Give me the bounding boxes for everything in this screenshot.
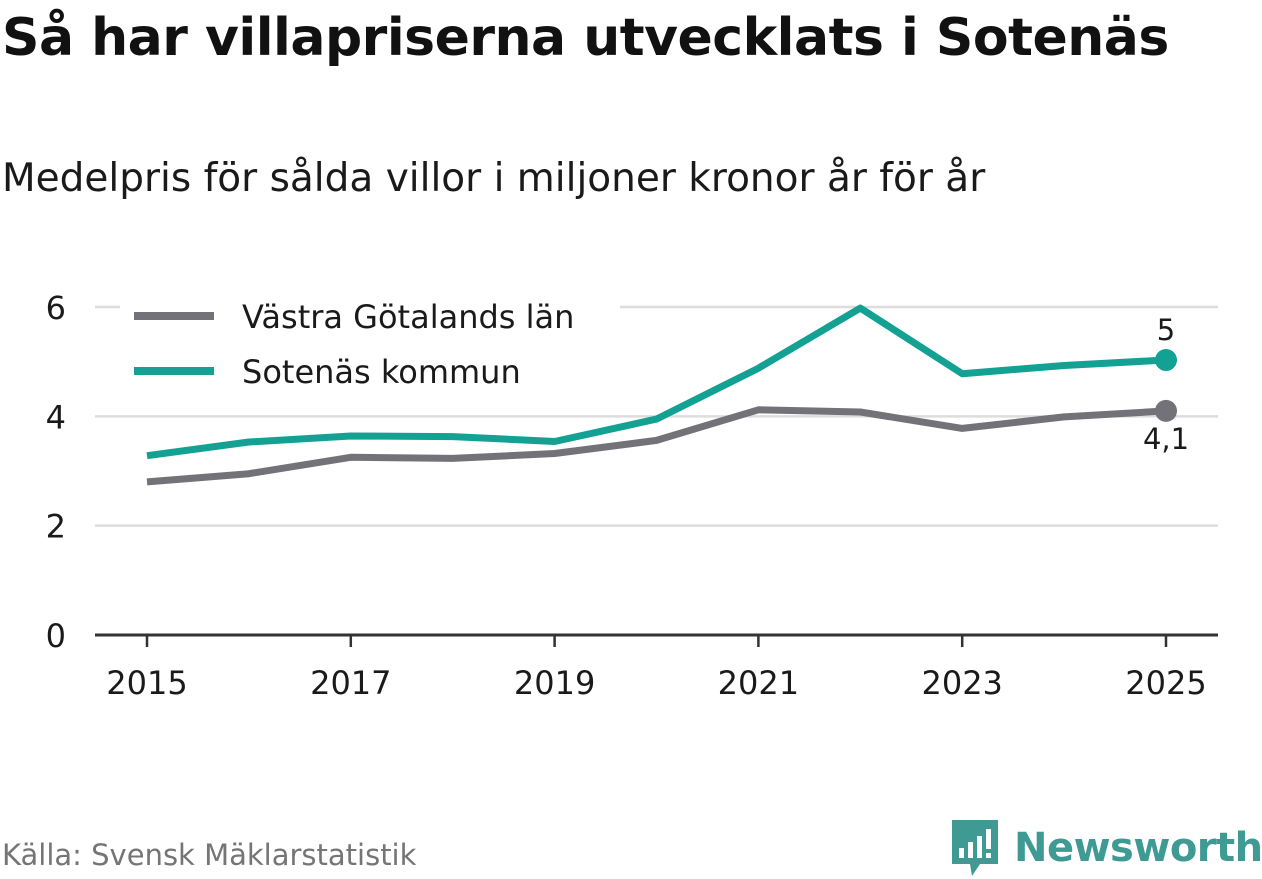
series-line-1 <box>146 304 1167 460</box>
legend-label: Västra Götalands län <box>242 298 574 336</box>
brand-name: Newsworthy <box>1014 825 1262 871</box>
axes: 0 2 4 6 2015 2017 2019 2021 2023 2025 <box>46 289 1218 702</box>
x-tick-label: 2021 <box>718 664 799 702</box>
x-tick-label: 2023 <box>921 664 1002 702</box>
end-point-marker <box>1155 399 1177 422</box>
end-value-label: 4,1 <box>1143 422 1189 456</box>
x-tick-label: 2019 <box>514 664 595 702</box>
y-tick-label: 2 <box>46 508 66 546</box>
series-line-0 <box>146 406 1167 486</box>
chart-subtitle: Medelpris för sålda villor i miljoner kr… <box>2 156 986 201</box>
end-point-marker <box>1155 349 1177 372</box>
brand-logo: Newsworthy <box>950 818 1262 878</box>
y-tick-label: 6 <box>46 289 66 327</box>
x-tick-label: 2017 <box>310 664 391 702</box>
x-tick-label: 2025 <box>1125 664 1206 702</box>
y-tick-label: 4 <box>46 398 66 436</box>
newsworthy-logo-icon <box>952 820 998 876</box>
source-note: Källa: Svensk Mäklarstatistik <box>2 838 417 872</box>
legend: Västra Götalands län Sotenäs kommun <box>120 292 620 402</box>
series-lines: 4,15 <box>146 304 1189 486</box>
end-value-label: 5 <box>1157 313 1175 347</box>
x-tick-label: 2015 <box>106 664 187 702</box>
chart-title: Så har villapriserna utvecklats i Sotenä… <box>2 8 1169 68</box>
legend-label: Sotenäs kommun <box>242 353 521 391</box>
y-tick-label: 0 <box>46 617 66 655</box>
legend-background <box>120 292 620 402</box>
